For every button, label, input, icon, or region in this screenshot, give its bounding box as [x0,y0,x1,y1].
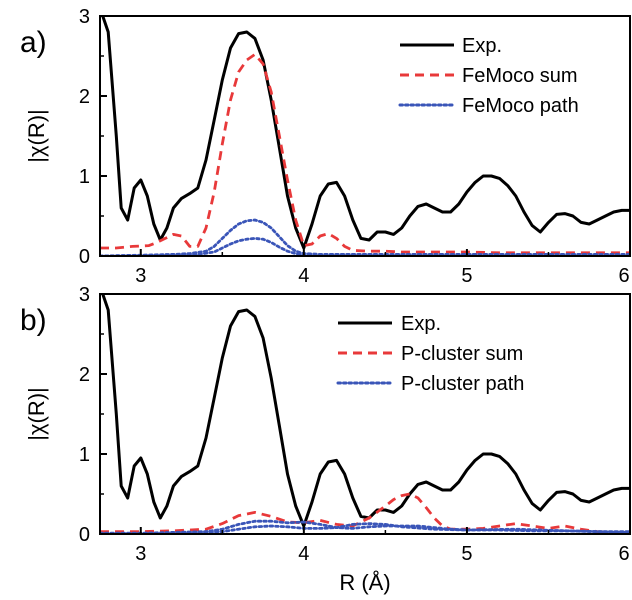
panel-b-xtick-label-3: 6 [618,543,629,565]
x-axis-title: R (Å) [339,570,390,595]
panel-b-xticks: 3 4 5 6 [135,527,631,565]
panel-a-xticks: 3 4 5 6 [135,249,631,287]
panel-a-xtick-label-3: 6 [618,265,629,287]
panel-b-series-0 [101,294,630,528]
panel-a-legend: Exp. FeMoco sum FeMoco path [398,35,579,117]
panel-b-legend-label-2: P-cluster path [401,373,524,395]
panel-b-series-3 [100,522,630,534]
panel-b-xtick-label-2: 5 [461,543,472,565]
panel-a-legend-label-1: FeMoco sum [462,65,578,87]
panel-b-legend-label-0: Exp. [401,313,441,335]
panel-b-legend: Exp. P-cluster sum P-cluster path [336,313,524,395]
panel-b-ytick-label-3: 3 [79,284,90,306]
panel-b-ytick-label-1: 1 [79,444,90,466]
panel-a-xtick-label-2: 5 [461,265,472,287]
panel-b-ylabel: |χ(R)| [24,387,49,441]
panel-b: b) |χ(R)| 3 4 5 6 0 1 2 3 Exp. P-cluster sum P-c… [20,284,631,595]
panel-b-ytick-label-2: 2 [79,364,90,386]
panel-a-ytick-label-2: 2 [79,86,90,108]
panel-a-yticks: 0 1 2 3 [79,6,107,268]
panel-a-ytick-label-3: 3 [79,6,90,28]
panel-a-series-1 [100,53,630,255]
panel-a-label: a) [20,26,47,59]
panel-a-ylabel: |χ(R)| [24,109,49,163]
panel-a-xtick-label-0: 3 [135,265,146,287]
panel-b-yticks: 0 1 2 3 [79,284,107,546]
panel-a-series-0 [101,16,630,250]
panel-a-legend-label-0: Exp. [462,35,502,57]
panel-b-xtick-label-0: 3 [135,543,146,565]
panel-b-curves [100,294,630,534]
panel-a-curves [100,16,630,256]
panel-a: a) |χ(R)| 3 4 5 6 0 1 2 3 Exp. FeMoco sum FeMoco… [20,6,631,287]
panel-b-label: b) [20,304,47,337]
panel-a-ytick-label-0: 0 [79,246,90,268]
panel-a-xtick-label-1: 4 [298,265,309,287]
panel-b-series-1 [100,492,630,534]
panel-a-legend-label-2: FeMoco path [462,95,579,117]
panel-b-ytick-label-0: 0 [79,524,90,546]
panel-b-xtick-label-1: 4 [298,543,309,565]
panel-a-ytick-label-1: 1 [79,166,90,188]
panel-b-legend-label-1: P-cluster sum [401,343,523,365]
